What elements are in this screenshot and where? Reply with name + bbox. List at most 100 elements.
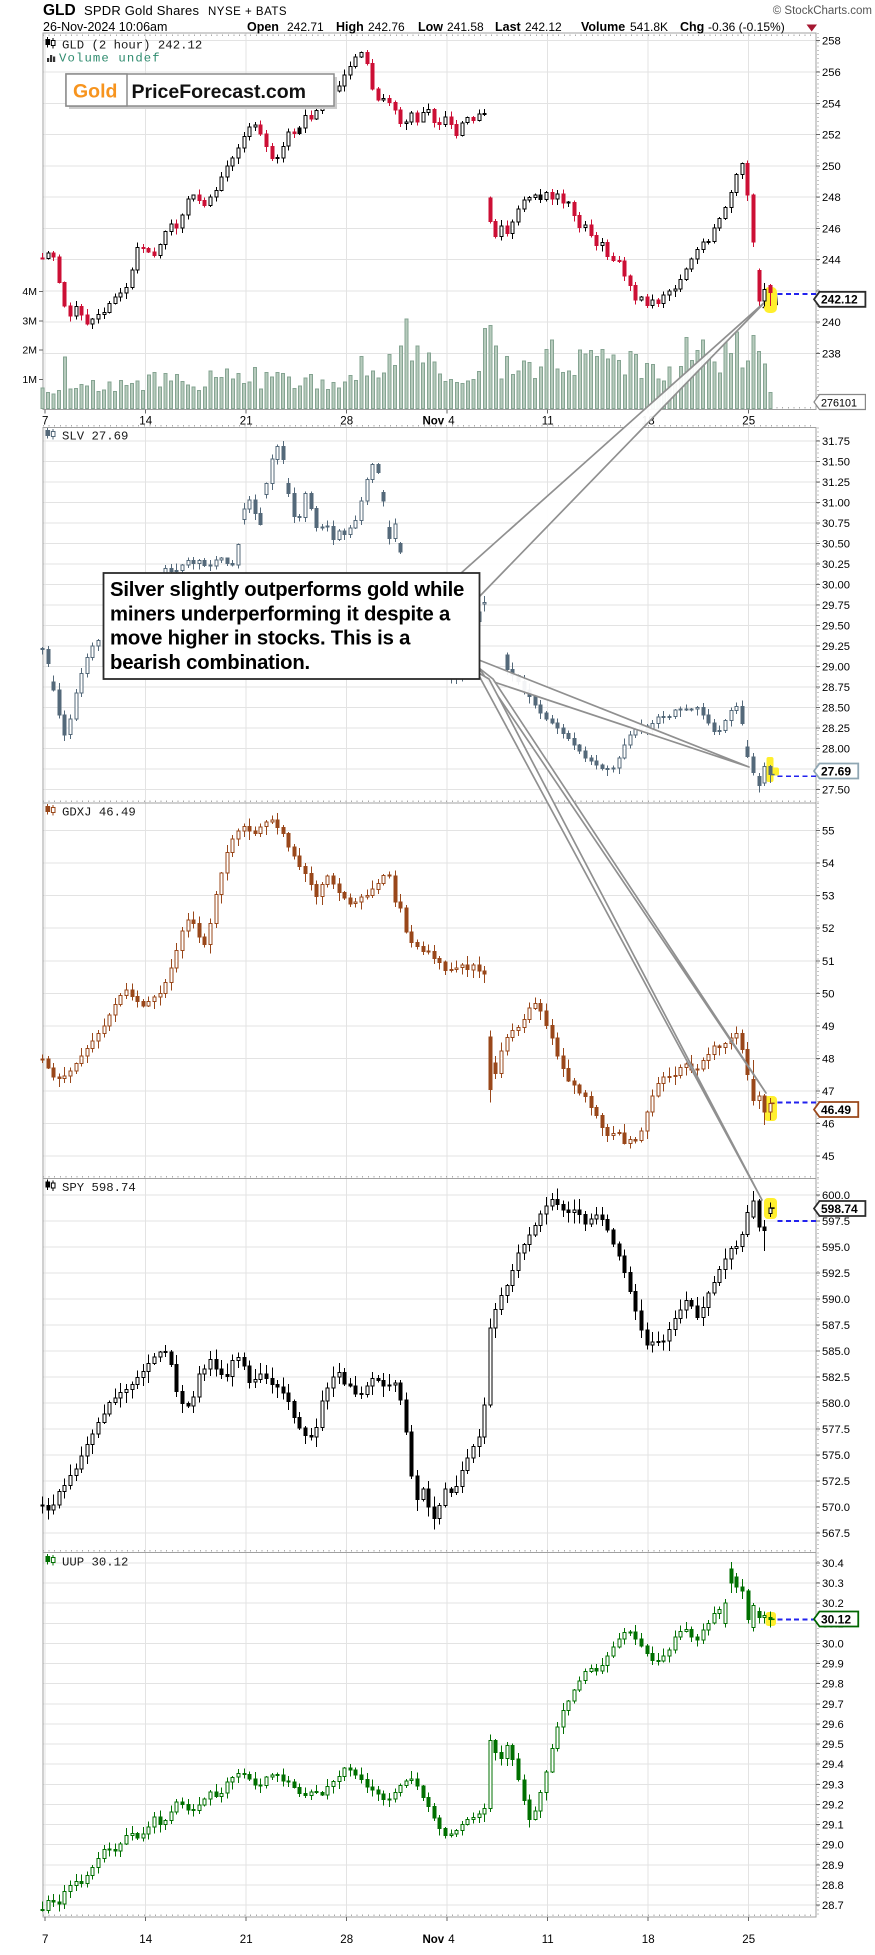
svg-text:54: 54 bbox=[822, 858, 834, 870]
svg-text:49: 49 bbox=[822, 1021, 834, 1033]
svg-text:29.9: 29.9 bbox=[822, 1659, 844, 1671]
svg-text:miners underperforming it desp: miners underperforming it despite a bbox=[110, 603, 451, 625]
svg-text:18: 18 bbox=[642, 1934, 655, 1946]
svg-text:25: 25 bbox=[742, 1934, 755, 1946]
svg-text:31.25: 31.25 bbox=[822, 477, 850, 489]
svg-text:Volume: Volume bbox=[581, 20, 625, 34]
svg-text:28.8: 28.8 bbox=[822, 1880, 844, 1892]
svg-text:30.2: 30.2 bbox=[822, 1598, 844, 1610]
svg-text:7: 7 bbox=[42, 416, 48, 428]
svg-text:SPY 598.74: SPY 598.74 bbox=[62, 1181, 136, 1195]
svg-text:570.0: 570.0 bbox=[822, 1502, 850, 1514]
svg-text:31.50: 31.50 bbox=[822, 456, 850, 468]
svg-text:572.5: 572.5 bbox=[822, 1476, 850, 1488]
svg-text:598.74: 598.74 bbox=[821, 1202, 858, 1216]
svg-text:11: 11 bbox=[542, 416, 554, 428]
svg-text:29.00: 29.00 bbox=[822, 661, 850, 673]
svg-text:242.71: 242.71 bbox=[287, 20, 324, 34]
svg-text:High: High bbox=[336, 20, 364, 34]
svg-text:580.0: 580.0 bbox=[822, 1398, 850, 1410]
svg-text:14: 14 bbox=[139, 416, 152, 428]
svg-text:29.75: 29.75 bbox=[822, 600, 850, 612]
svg-text:595.0: 595.0 bbox=[822, 1242, 850, 1254]
svg-text:242.76: 242.76 bbox=[368, 20, 405, 34]
svg-text:GLD (2 hour) 242.12: GLD (2 hour) 242.12 bbox=[62, 39, 202, 53]
svg-text:575.0: 575.0 bbox=[822, 1450, 850, 1462]
svg-text:567.5: 567.5 bbox=[822, 1528, 850, 1540]
svg-text:46.49: 46.49 bbox=[821, 1103, 851, 1117]
svg-text:47: 47 bbox=[822, 1086, 834, 1098]
svg-text:30.0: 30.0 bbox=[822, 1639, 844, 1651]
svg-text:28: 28 bbox=[340, 416, 353, 428]
svg-text:Open: Open bbox=[247, 20, 279, 34]
svg-text:582.5: 582.5 bbox=[822, 1372, 850, 1384]
svg-text:254: 254 bbox=[822, 98, 841, 110]
svg-text:21: 21 bbox=[240, 1934, 253, 1946]
svg-text:48: 48 bbox=[822, 1053, 834, 1065]
svg-text:51: 51 bbox=[822, 956, 834, 968]
svg-text:252: 252 bbox=[822, 130, 841, 142]
svg-text:577.5: 577.5 bbox=[822, 1424, 850, 1436]
svg-text:Low: Low bbox=[418, 20, 443, 34]
svg-text:SLV 27.69: SLV 27.69 bbox=[62, 430, 128, 444]
svg-text:4: 4 bbox=[448, 1934, 455, 1946]
svg-text:28.75: 28.75 bbox=[822, 682, 850, 694]
svg-text:29.2: 29.2 bbox=[822, 1799, 844, 1811]
svg-text:1M: 1M bbox=[22, 374, 37, 386]
svg-text:250: 250 bbox=[822, 161, 841, 173]
svg-text:GDXJ 46.49: GDXJ 46.49 bbox=[62, 806, 136, 820]
svg-text:29.50: 29.50 bbox=[822, 620, 850, 632]
svg-text:3M: 3M bbox=[22, 315, 37, 327]
svg-text:29.25: 29.25 bbox=[822, 641, 850, 653]
svg-text:Silver slightly outperforms go: Silver slightly outperforms gold while bbox=[110, 579, 464, 601]
svg-text:46: 46 bbox=[822, 1119, 834, 1131]
svg-text:Last: Last bbox=[495, 20, 522, 34]
svg-text:28: 28 bbox=[340, 1934, 353, 1946]
svg-text:242.12: 242.12 bbox=[525, 20, 562, 34]
svg-text:14: 14 bbox=[139, 1934, 152, 1946]
svg-text:28.9: 28.9 bbox=[822, 1860, 844, 1872]
svg-text:28.7: 28.7 bbox=[822, 1900, 844, 1912]
svg-text:Gold: Gold bbox=[73, 81, 117, 103]
svg-text:29.1: 29.1 bbox=[822, 1820, 844, 1832]
svg-text:30.12: 30.12 bbox=[821, 1612, 851, 1626]
svg-text:-0.36 (-0.15%): -0.36 (-0.15%) bbox=[708, 20, 785, 34]
svg-text:2M: 2M bbox=[22, 345, 37, 357]
svg-text:238: 238 bbox=[822, 349, 841, 361]
svg-text:Chg: Chg bbox=[680, 20, 704, 34]
svg-text:600.0: 600.0 bbox=[822, 1190, 850, 1202]
svg-text:bearish combination.: bearish combination. bbox=[110, 652, 310, 674]
svg-text:29.0: 29.0 bbox=[822, 1840, 844, 1852]
svg-text:SPDR Gold Shares: SPDR Gold Shares bbox=[84, 3, 199, 18]
svg-text:29.6: 29.6 bbox=[822, 1719, 844, 1731]
svg-text:30.25: 30.25 bbox=[822, 559, 850, 571]
svg-text:29.3: 29.3 bbox=[822, 1779, 844, 1791]
svg-text:53: 53 bbox=[822, 891, 834, 903]
svg-text:541.8K: 541.8K bbox=[630, 20, 668, 34]
svg-text:11: 11 bbox=[542, 1934, 554, 1946]
svg-text:242.12: 242.12 bbox=[821, 293, 858, 307]
svg-text:276101: 276101 bbox=[821, 397, 857, 409]
svg-text:590.0: 590.0 bbox=[822, 1294, 850, 1306]
svg-text:30.50: 30.50 bbox=[822, 538, 850, 550]
svg-text:30.00: 30.00 bbox=[822, 579, 850, 591]
svg-text:21: 21 bbox=[240, 416, 253, 428]
svg-text:30.4: 30.4 bbox=[822, 1558, 844, 1570]
svg-text:31.00: 31.00 bbox=[822, 497, 850, 509]
svg-text:240: 240 bbox=[822, 317, 841, 329]
svg-text:28.50: 28.50 bbox=[822, 702, 850, 714]
svg-text:© StockCharts.com: © StockCharts.com bbox=[773, 5, 872, 17]
svg-text:31.75: 31.75 bbox=[822, 436, 850, 448]
svg-text:50: 50 bbox=[822, 988, 834, 1000]
svg-text:7: 7 bbox=[42, 1934, 48, 1946]
svg-text:29.5: 29.5 bbox=[822, 1739, 844, 1751]
svg-text:4M: 4M bbox=[22, 286, 37, 298]
svg-text:29.8: 29.8 bbox=[822, 1679, 844, 1691]
svg-text:52: 52 bbox=[822, 923, 834, 935]
svg-text:587.5: 587.5 bbox=[822, 1320, 850, 1332]
svg-text:256: 256 bbox=[822, 67, 841, 79]
svg-text:597.5: 597.5 bbox=[822, 1216, 850, 1228]
svg-text:248: 248 bbox=[822, 192, 841, 204]
svg-text:PriceForecast.com: PriceForecast.com bbox=[132, 81, 307, 103]
svg-text:NYSE + BATS: NYSE + BATS bbox=[208, 6, 287, 18]
